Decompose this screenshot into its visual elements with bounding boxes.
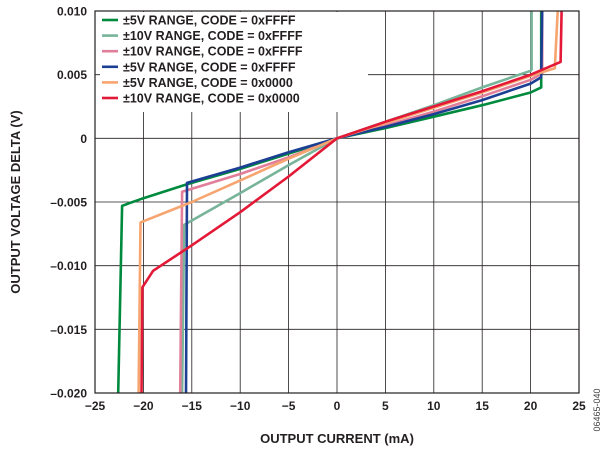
legend-entry: ±5V RANGE, CODE = 0xFFFF: [123, 14, 296, 28]
x-tick-label: −20: [133, 399, 154, 413]
legend-entry: ±10V RANGE, CODE = 0xFFFF: [123, 45, 303, 59]
series-line-6: [140, 10, 563, 394]
y-tick-label: –0.005: [50, 196, 87, 210]
y-tick-label: –0.015: [50, 323, 87, 337]
legend-entry: ±10V RANGE, CODE = 0x0000: [123, 92, 300, 106]
x-tick-label: 25: [572, 399, 586, 413]
x-tick-label: 20: [524, 399, 538, 413]
y-tick-label: 0.010: [57, 5, 87, 19]
legend: ±5V RANGE, CODE = 0xFFFF±10V RANGE, CODE…: [100, 12, 368, 112]
series-group: [116, 10, 563, 394]
legend-entry: ±10V RANGE, CODE = 0xFFFF: [123, 29, 303, 43]
x-tick-label: −5: [282, 399, 296, 413]
figure-id: 06465-040: [592, 388, 602, 431]
legend-entry: ±5V RANGE, CODE = 0xFFFF: [123, 60, 296, 74]
series-line-4: [184, 10, 544, 394]
x-tick-label: 0: [334, 399, 341, 413]
y-tick-label: 0.005: [57, 68, 87, 82]
x-tick-label: 10: [427, 399, 441, 413]
legend-background: [100, 12, 368, 112]
x-tick-label: 5: [382, 399, 389, 413]
x-axis-label: OUTPUT CURRENT (mA): [260, 431, 414, 446]
y-tick-label: –0.010: [50, 259, 87, 273]
y-tick-labels: 0.010 0.005 0 –0.005 –0.010 –0.015 –0.020: [50, 5, 87, 401]
x-tick-labels: −25 −20 −15 −10 −5 0 5 10 15 20 25: [85, 399, 586, 413]
y-axis-label: OUTPUT VOLTAGE DELTA (V): [8, 110, 23, 293]
y-tick-label: –0.020: [50, 387, 87, 401]
x-tick-label: −15: [182, 399, 203, 413]
legend-entry: ±5V RANGE, CODE = 0x0000: [123, 76, 293, 90]
plot-frame: [94, 10, 580, 394]
y-tick-label: 0: [80, 132, 87, 146]
x-tick-label: −10: [230, 399, 251, 413]
x-tick-label: −25: [85, 399, 106, 413]
x-tick-label: 15: [476, 399, 490, 413]
